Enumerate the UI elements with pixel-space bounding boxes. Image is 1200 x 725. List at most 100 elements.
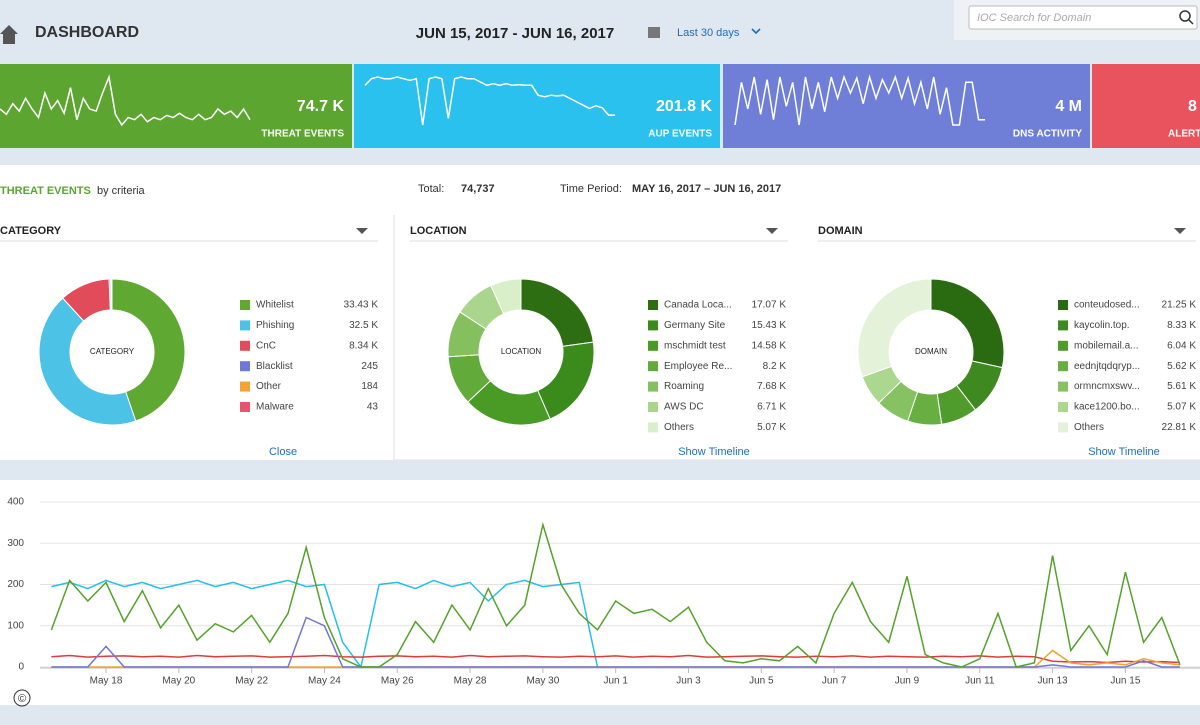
panel-title: LOCATION — [410, 225, 467, 237]
legend-swatch — [648, 402, 658, 412]
panel-title: CATEGORY — [0, 225, 62, 237]
x-tick-label: Jun 7 — [822, 676, 847, 687]
legend-label: AWS DC — [664, 402, 704, 413]
legend-label: kace1200.bo... — [1074, 402, 1140, 413]
tile-value: 201.8 K — [656, 98, 712, 115]
legend-swatch — [648, 382, 658, 392]
legend-label: Employee Re... — [664, 361, 732, 372]
legend-swatch — [1058, 300, 1068, 310]
panel-link[interactable]: Show Timeline — [678, 446, 750, 458]
tile-label: ALERT — [1168, 129, 1200, 140]
tile-value: 4 M — [1055, 98, 1082, 115]
legend-label: conteudosed... — [1074, 300, 1140, 311]
legend-swatch — [1058, 402, 1068, 412]
legend-swatch — [648, 341, 658, 351]
legend-swatch — [648, 422, 658, 432]
legend-swatch — [1058, 422, 1068, 432]
legend-label: kaycolin.top. — [1074, 320, 1130, 331]
donut-center-label: DOMAIN — [915, 347, 947, 356]
donut-center-label: LOCATION — [501, 347, 542, 356]
legend-value: 8.2 K — [763, 361, 787, 372]
x-tick-label: May 20 — [162, 676, 195, 687]
legend-value: 8.34 K — [349, 340, 378, 351]
legend-value: 15.43 K — [752, 320, 787, 331]
legend-label: Whitelist — [256, 300, 294, 311]
legend-label: mobilemail.a... — [1074, 340, 1138, 351]
y-tick-label: 0 — [18, 662, 24, 673]
x-tick-label: May 30 — [526, 676, 559, 687]
legend-swatch — [240, 320, 250, 330]
y-tick-label: 200 — [7, 579, 24, 590]
legend-value: 22.81 K — [1162, 422, 1197, 433]
legend-label: Blacklist — [256, 361, 293, 372]
legend-swatch — [648, 300, 658, 310]
legend-label: Phishing — [256, 320, 294, 331]
calendar-icon[interactable] — [648, 27, 660, 38]
panel-link[interactable]: Show Timeline — [1088, 446, 1160, 458]
legend-value: 21.25 K — [1162, 300, 1197, 311]
legend-swatch — [648, 320, 658, 330]
tile-value: 74.7 K — [297, 98, 345, 115]
legend-swatch — [240, 361, 250, 371]
x-tick-label: May 28 — [454, 676, 487, 687]
period-select[interactable]: Last 30 days — [677, 27, 740, 39]
legend-label: Germany Site — [664, 320, 726, 331]
x-tick-label: May 26 — [381, 676, 414, 687]
x-tick-label: May 22 — [235, 676, 268, 687]
legend-value: 33.43 K — [344, 300, 379, 311]
legend-value: 14.58 K — [752, 340, 787, 351]
x-tick-label: Jun 1 — [603, 676, 628, 687]
legend-value: 6.71 K — [757, 402, 786, 413]
donut-center-label: CATEGORY — [90, 347, 135, 356]
legend-swatch — [1058, 320, 1068, 330]
y-tick-label: 100 — [7, 620, 24, 631]
x-tick-label: Jun 5 — [749, 676, 774, 687]
panel-link[interactable]: Close — [269, 446, 297, 458]
tile-label: DNS ACTIVITY — [1013, 129, 1082, 140]
legend-swatch — [1058, 341, 1068, 351]
legend-swatch — [240, 402, 250, 412]
legend-value: 17.07 K — [752, 300, 787, 311]
x-tick-label: May 24 — [308, 676, 341, 687]
legend-value: 32.5 K — [349, 320, 378, 331]
legend-value: 7.68 K — [757, 381, 786, 392]
timeline-panel — [0, 480, 1200, 705]
tile-label: THREAT EVENTS — [261, 129, 344, 140]
total-value: 74,737 — [461, 183, 495, 195]
legend-value: 245 — [361, 361, 378, 372]
date-range: JUN 15, 2017 - JUN 16, 2017 — [416, 25, 614, 42]
legend-label: Roaming — [664, 381, 704, 392]
legend-label: ormncmxswv... — [1074, 381, 1140, 392]
tile-label: AUP EVENTS — [648, 129, 712, 140]
y-tick-label: 300 — [7, 538, 24, 549]
legend-label: Others — [1074, 422, 1104, 433]
x-tick-label: Jun 11 — [965, 676, 995, 687]
legend-swatch — [240, 382, 250, 392]
x-tick-label: May 18 — [90, 676, 123, 687]
page-title: DASHBOARD — [35, 24, 139, 41]
legend-label: eednjtqdqryp... — [1074, 361, 1140, 372]
summary-title: THREAT EVENTS — [0, 185, 91, 197]
legend-swatch — [240, 300, 250, 310]
legend-label: CnC — [256, 340, 276, 351]
criteria-panel — [0, 165, 1200, 460]
legend-value: 8.33 K — [1167, 320, 1196, 331]
period-value: MAY 16, 2017 – JUN 16, 2017 — [632, 183, 781, 195]
legend-label: Others — [664, 422, 694, 433]
legend-value: 5.07 K — [1167, 402, 1196, 413]
period-label: Time Period: — [560, 183, 622, 195]
legend-swatch — [240, 341, 250, 351]
badge: © — [18, 693, 26, 705]
total-label: Total: — [418, 183, 444, 195]
x-tick-label: Jun 15 — [1110, 676, 1140, 687]
legend-value: 5.07 K — [757, 422, 786, 433]
summary-subtitle: by criteria — [97, 185, 146, 197]
legend-value: 6.04 K — [1167, 340, 1196, 351]
search-placeholder: IOC Search for Domain — [977, 12, 1091, 24]
tile-value: 8 — [1188, 98, 1197, 115]
y-tick-label: 400 — [7, 497, 24, 508]
x-tick-label: Jun 9 — [895, 676, 920, 687]
legend-value: 184 — [361, 381, 378, 392]
legend-swatch — [1058, 361, 1068, 371]
